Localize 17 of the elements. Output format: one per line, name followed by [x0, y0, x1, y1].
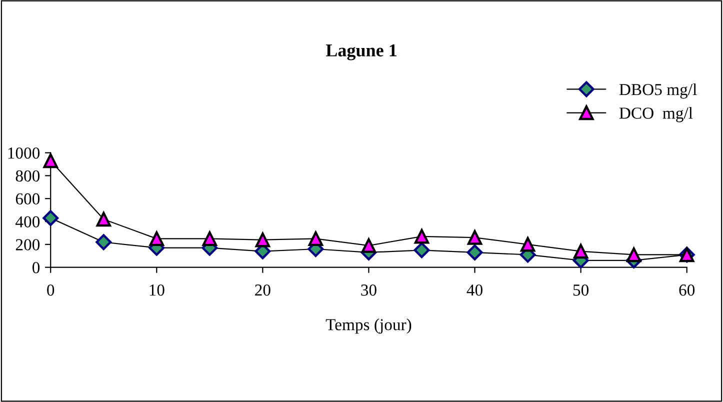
x-axis-title: Temps (jour) — [326, 318, 412, 334]
legend-label: DCO mg/l — [619, 107, 693, 122]
chart-title: Lagune 1 — [326, 44, 396, 60]
x-tick-label: 0 — [47, 284, 54, 296]
x-tick-label: 30 — [361, 284, 376, 296]
y-tick-label: 400 — [16, 216, 40, 228]
y-tick-label: 800 — [16, 170, 40, 182]
x-tick-label: 40 — [466, 284, 482, 296]
y-tick-label: 600 — [16, 193, 40, 205]
x-tick-label: 50 — [573, 284, 589, 296]
y-tick-label: 1000 — [8, 147, 40, 159]
x-tick-label: 20 — [255, 284, 270, 296]
y-tick-label: 200 — [16, 239, 40, 250]
legend-label: DBO5 mg/l — [619, 83, 697, 99]
x-tick-label: 10 — [150, 284, 164, 296]
x-tick-label: 60 — [679, 284, 695, 296]
y-tick-label: 0 — [32, 262, 40, 274]
